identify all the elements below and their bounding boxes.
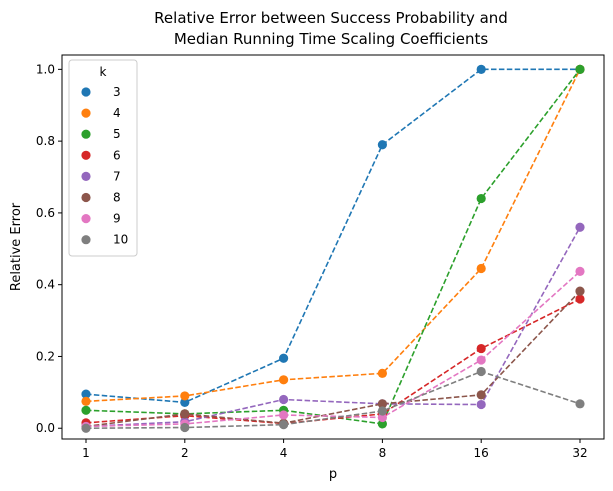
plot-frame [61, 54, 605, 440]
data-point-k9 [476, 355, 486, 365]
series-line-k10 [85, 370, 581, 430]
x-axis: 1 2 4 8 16 32 [82, 439, 588, 460]
data-point-k3 [279, 353, 289, 363]
data-point-k9 [279, 410, 289, 420]
legend-marker-k3 [81, 87, 91, 97]
y-tick-label: 0.0 [36, 421, 55, 435]
data-point-k6 [476, 343, 486, 354]
data-point-k10 [81, 423, 91, 433]
legend-marker-k4 [81, 108, 91, 118]
data-point-k8 [575, 286, 585, 296]
legend-label-k9: 9 [113, 212, 121, 226]
data-point-k4 [476, 263, 486, 274]
data-point-k3 [377, 140, 387, 150]
legend-label-k10: 10 [113, 233, 128, 247]
data-point-k4 [180, 391, 190, 401]
chart-title-line-1: Relative Error between Success Probabili… [154, 9, 508, 27]
data-point-k3 [180, 397, 190, 407]
legend-label-k8: 8 [113, 191, 121, 205]
x-tick-label: 32 [572, 446, 587, 460]
y-tick-label: 0.8 [36, 134, 55, 148]
legend-label-k3: 3 [113, 85, 121, 99]
x-tick-label: 8 [379, 446, 387, 460]
legend-marker-k7 [81, 171, 91, 181]
legend-label-k4: 4 [113, 106, 121, 120]
data-point-k4 [377, 368, 387, 378]
legend-box [68, 59, 138, 257]
data-point-k5 [81, 405, 91, 415]
legend-marker-k9 [81, 214, 91, 224]
data-point-k8 [476, 390, 486, 400]
series-line-k9 [85, 270, 581, 428]
legend-label-k5: 5 [113, 127, 121, 141]
data-point-k10 [377, 406, 387, 416]
data-point-k9 [377, 412, 387, 423]
legend: k 3 4 5 6 7 8 9 10 [68, 59, 138, 257]
data-point-k4 [81, 396, 91, 406]
series-line-k6 [85, 298, 581, 425]
chart-title-line-2: Median Running Time Scaling Coefficients [174, 30, 489, 48]
data-point-k9 [575, 266, 585, 276]
data-point-k5 [377, 419, 387, 429]
data-point-k7 [575, 222, 585, 232]
y-tick-label: 0.2 [36, 349, 55, 363]
data-point-k8 [377, 399, 387, 409]
x-tick-label: 2 [181, 446, 189, 460]
data-point-k7 [279, 394, 289, 405]
x-tick-label: 16 [474, 446, 489, 460]
data-point-k3 [476, 64, 486, 74]
y-tick-label: 0.6 [36, 206, 55, 220]
legend-label-k7: 7 [113, 169, 121, 183]
data-point-k8 [180, 409, 190, 419]
data-point-k10 [180, 422, 190, 433]
data-point-k5 [476, 193, 486, 204]
y-tick-label: 0.4 [36, 278, 55, 292]
legend-marker-k6 [81, 150, 91, 160]
y-tick-label: 1.0 [36, 62, 55, 76]
legend-marker-k8 [81, 192, 91, 203]
y-axis: 0.0 0.2 0.4 0.6 0.8 1.0 [36, 62, 62, 435]
data-point-k10 [575, 399, 585, 409]
series-line-k3 [85, 68, 580, 404]
legend-title: k [100, 65, 107, 79]
x-tick-label: 1 [82, 446, 90, 460]
legend-marker-k5 [81, 129, 91, 139]
series-line-k4 [85, 69, 581, 403]
data-point-k4 [279, 375, 289, 385]
y-axis-label: Relative Error [9, 202, 24, 291]
data-point-k6 [575, 294, 585, 304]
data-point-k7 [476, 399, 486, 410]
data-point-k10 [476, 366, 486, 377]
legend-label-k6: 6 [113, 148, 121, 162]
series-line-k7 [85, 226, 581, 428]
x-axis-label: p [329, 467, 337, 482]
data-point-k10 [279, 420, 289, 430]
legend-items: 3 4 5 6 7 8 9 10 [81, 85, 128, 247]
data-layer [81, 64, 585, 433]
x-tick-label: 4 [280, 446, 288, 460]
data-point-k3 [81, 389, 91, 399]
data-point-k5 [575, 64, 585, 74]
legend-marker-k10 [81, 235, 91, 245]
